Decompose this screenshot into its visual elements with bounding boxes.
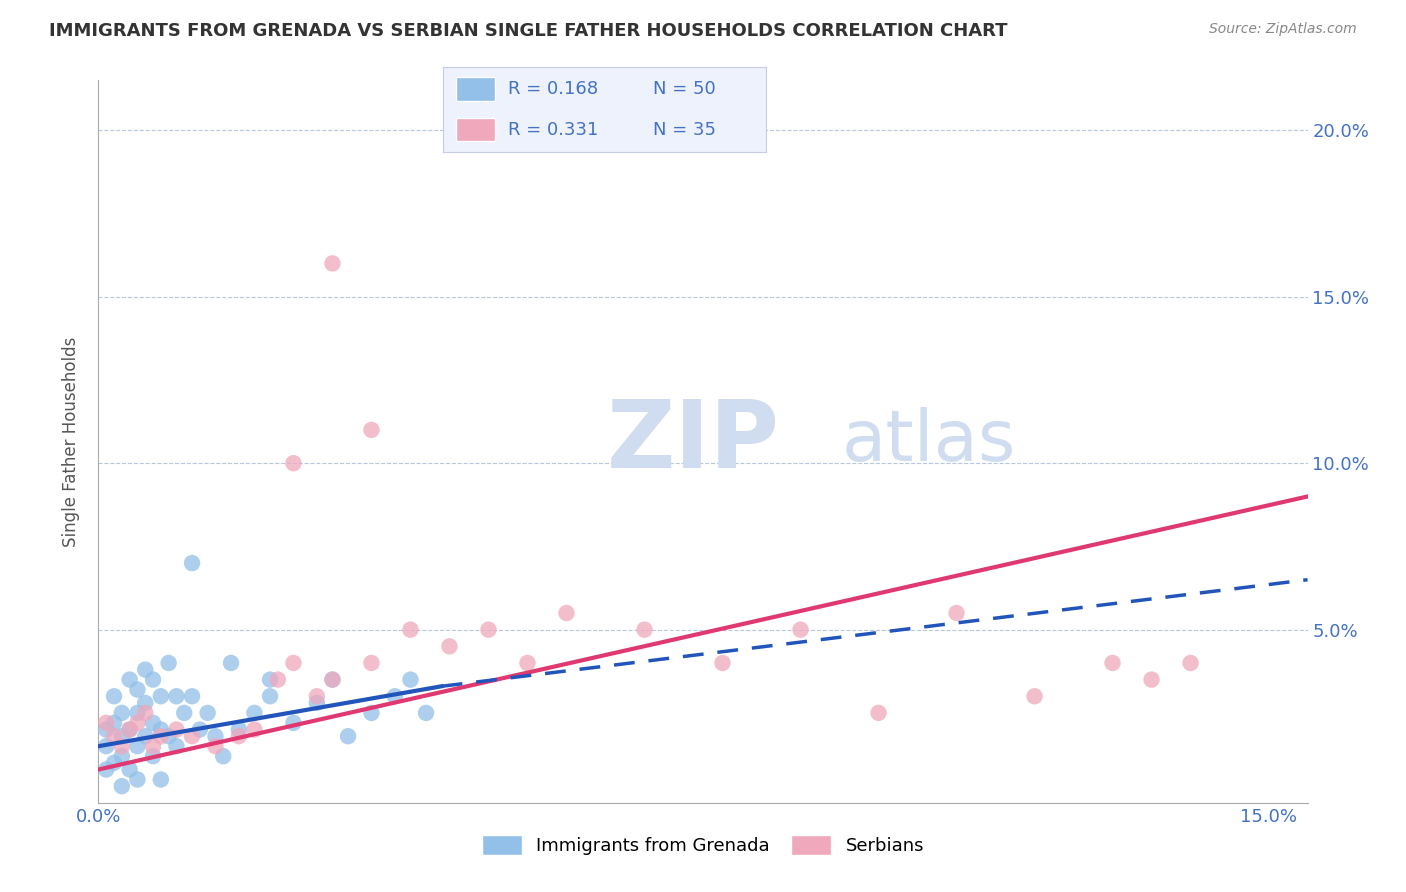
Point — [118, 723, 141, 737]
Point — [111, 729, 134, 743]
Point — [321, 256, 343, 270]
Point — [337, 729, 360, 743]
Point — [283, 715, 305, 730]
Point — [142, 715, 165, 730]
Point — [212, 749, 235, 764]
Point — [103, 756, 125, 770]
Point — [305, 696, 328, 710]
Point — [96, 723, 118, 737]
Point — [173, 706, 195, 720]
Point — [103, 690, 125, 704]
Point — [111, 739, 134, 754]
Point — [360, 423, 382, 437]
Point — [134, 696, 156, 710]
Point — [415, 706, 437, 720]
Point — [142, 739, 165, 754]
Point — [149, 723, 172, 737]
Point — [111, 779, 134, 793]
Point — [633, 623, 655, 637]
Point — [181, 729, 204, 743]
Text: ZIP: ZIP — [606, 395, 779, 488]
Point — [197, 706, 219, 720]
Point — [149, 772, 172, 787]
Point — [181, 556, 204, 570]
Point — [321, 673, 343, 687]
Point — [283, 656, 305, 670]
Text: atlas: atlas — [842, 407, 1017, 476]
Point — [204, 739, 226, 754]
Point — [259, 690, 281, 704]
Point — [103, 715, 125, 730]
Point — [96, 739, 118, 754]
Point — [283, 456, 305, 470]
Point — [134, 729, 156, 743]
Point — [165, 739, 187, 754]
Point — [142, 673, 165, 687]
Text: R = 0.168: R = 0.168 — [508, 80, 598, 98]
Point — [127, 706, 149, 720]
Point — [711, 656, 734, 670]
FancyBboxPatch shape — [456, 118, 495, 142]
Point — [157, 656, 180, 670]
Point — [96, 763, 118, 777]
Point — [111, 749, 134, 764]
Point — [243, 723, 266, 737]
Point — [399, 623, 422, 637]
Point — [149, 729, 172, 743]
Point — [134, 706, 156, 720]
Point — [96, 715, 118, 730]
Point — [111, 706, 134, 720]
Point — [360, 706, 382, 720]
Point — [945, 606, 967, 620]
Point — [399, 673, 422, 687]
Point — [127, 715, 149, 730]
Point — [118, 673, 141, 687]
Point — [1140, 673, 1163, 687]
Point — [555, 606, 578, 620]
Point — [267, 673, 290, 687]
Point — [188, 723, 211, 737]
Text: N = 35: N = 35 — [654, 120, 716, 138]
Text: N = 50: N = 50 — [654, 80, 716, 98]
Text: IMMIGRANTS FROM GRENADA VS SERBIAN SINGLE FATHER HOUSEHOLDS CORRELATION CHART: IMMIGRANTS FROM GRENADA VS SERBIAN SINGL… — [49, 22, 1008, 40]
Point — [259, 673, 281, 687]
Point — [204, 729, 226, 743]
Text: R = 0.331: R = 0.331 — [508, 120, 598, 138]
Point — [321, 673, 343, 687]
Point — [360, 656, 382, 670]
Point — [516, 656, 538, 670]
Point — [1180, 656, 1202, 670]
Point — [868, 706, 890, 720]
Point — [1101, 656, 1123, 670]
Point — [118, 763, 141, 777]
Point — [243, 706, 266, 720]
FancyBboxPatch shape — [456, 77, 495, 101]
Point — [305, 690, 328, 704]
Point — [165, 690, 187, 704]
Point — [103, 729, 125, 743]
Point — [384, 690, 406, 704]
Point — [439, 640, 461, 654]
Point — [127, 772, 149, 787]
Legend: Immigrants from Grenada, Serbians: Immigrants from Grenada, Serbians — [475, 828, 931, 863]
Point — [789, 623, 811, 637]
Point — [118, 723, 141, 737]
Y-axis label: Single Father Households: Single Father Households — [62, 336, 80, 547]
Point — [157, 729, 180, 743]
Point — [165, 723, 187, 737]
Point — [219, 656, 242, 670]
Text: Source: ZipAtlas.com: Source: ZipAtlas.com — [1209, 22, 1357, 37]
Point — [477, 623, 499, 637]
Point — [127, 682, 149, 697]
Point — [228, 723, 250, 737]
Point — [228, 729, 250, 743]
Point — [134, 663, 156, 677]
Point — [181, 690, 204, 704]
Point — [1024, 690, 1046, 704]
Point — [142, 749, 165, 764]
Point — [127, 739, 149, 754]
Point — [149, 690, 172, 704]
